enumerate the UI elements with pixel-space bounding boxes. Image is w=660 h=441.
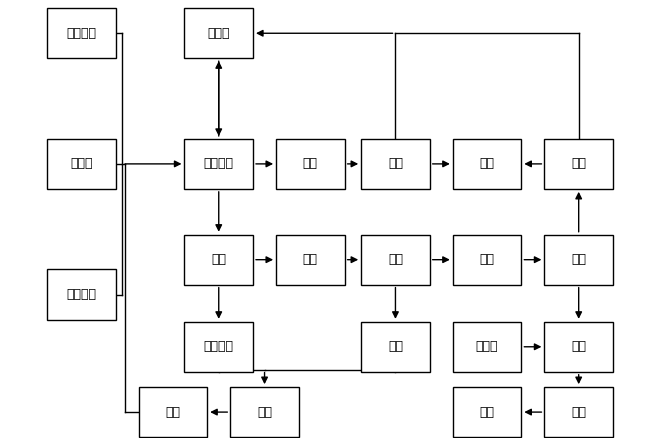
Bar: [184, 322, 253, 372]
Bar: [544, 387, 613, 437]
Text: 酯化反应: 酯化反应: [204, 157, 234, 170]
Bar: [453, 139, 521, 189]
Text: 碱液: 碱液: [388, 340, 403, 353]
Text: 环己烷: 环己烷: [207, 27, 230, 40]
Bar: [47, 8, 116, 58]
Bar: [139, 387, 207, 437]
Bar: [453, 322, 521, 372]
Text: 分层: 分层: [388, 157, 403, 170]
Bar: [453, 387, 521, 437]
Text: 保温: 保温: [571, 340, 586, 353]
Text: 中和: 中和: [257, 406, 272, 419]
Text: 乙醇: 乙醇: [480, 157, 494, 170]
Text: 成品: 成品: [480, 406, 494, 419]
Bar: [230, 387, 299, 437]
Bar: [47, 269, 116, 320]
Text: 分离: 分离: [388, 253, 403, 266]
Text: 活性炭: 活性炭: [476, 340, 498, 353]
Bar: [276, 235, 345, 285]
Text: 癸二酸: 癸二酸: [70, 157, 92, 170]
Text: 分层: 分层: [571, 157, 586, 170]
Text: 水洗: 水洗: [480, 253, 494, 266]
Bar: [276, 139, 345, 189]
Text: 分离: 分离: [211, 253, 226, 266]
Bar: [47, 139, 116, 189]
Text: 甲基磺酸: 甲基磺酸: [66, 288, 96, 301]
Bar: [184, 235, 253, 285]
Text: 过滤: 过滤: [166, 406, 180, 419]
Bar: [361, 139, 430, 189]
Bar: [544, 322, 613, 372]
Bar: [184, 139, 253, 189]
Text: 甲基磺酸: 甲基磺酸: [204, 340, 234, 353]
Bar: [544, 235, 613, 285]
Bar: [361, 235, 430, 285]
Text: 中和: 中和: [303, 253, 318, 266]
Text: 无水乙醇: 无水乙醇: [66, 27, 96, 40]
Text: 冷凝: 冷凝: [303, 157, 318, 170]
Bar: [184, 8, 253, 58]
Bar: [544, 139, 613, 189]
Text: 蒸馏: 蒸馏: [571, 253, 586, 266]
Text: 热滤: 热滤: [571, 406, 586, 419]
Bar: [453, 235, 521, 285]
Bar: [361, 322, 430, 372]
